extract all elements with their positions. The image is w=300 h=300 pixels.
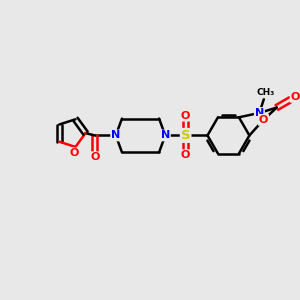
Text: CH₃: CH₃: [257, 88, 275, 98]
Text: O: O: [69, 148, 79, 158]
Text: O: O: [181, 111, 190, 121]
Text: N: N: [255, 108, 264, 118]
Text: O: O: [291, 92, 300, 102]
Text: S: S: [181, 129, 190, 142]
Text: O: O: [181, 150, 190, 160]
Text: N: N: [111, 130, 120, 140]
Text: N: N: [160, 130, 170, 140]
Text: O: O: [90, 152, 100, 162]
Text: O: O: [259, 115, 268, 125]
